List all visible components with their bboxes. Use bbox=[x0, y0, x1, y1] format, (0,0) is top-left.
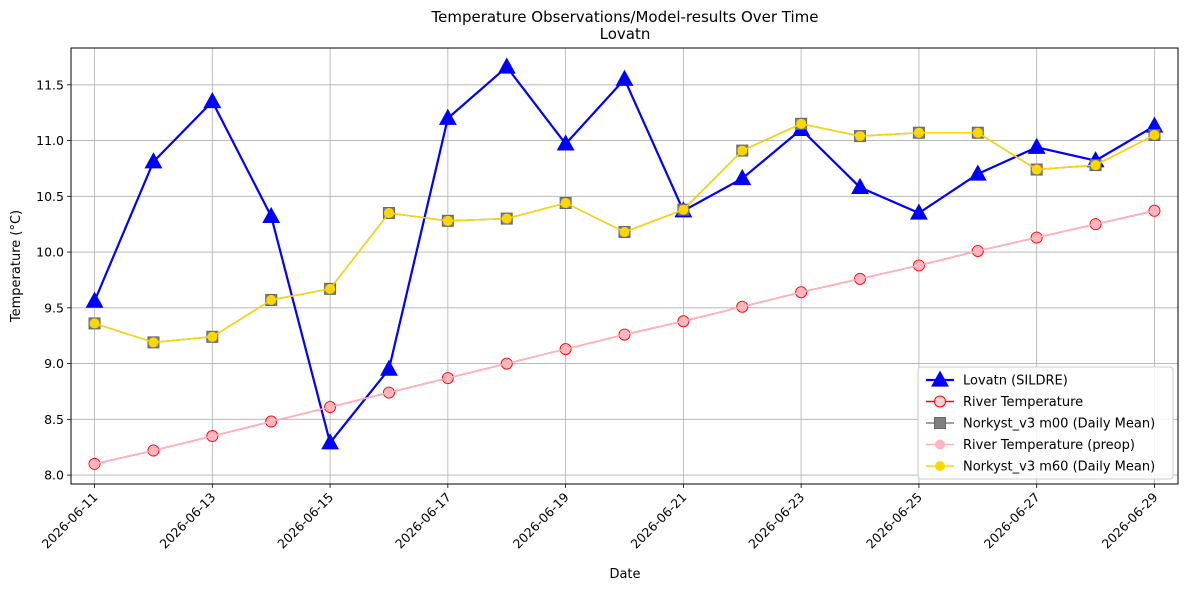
circle-marker bbox=[325, 283, 336, 294]
circle-marker bbox=[1031, 164, 1042, 175]
circle-marker bbox=[266, 295, 277, 306]
legend-entry: River Temperature (preop) bbox=[926, 438, 1135, 453]
triangle-marker bbox=[556, 134, 575, 151]
series-layer bbox=[85, 57, 1164, 470]
legend-entry: River Temperature bbox=[926, 395, 1083, 410]
y-tick-label: 11.5 bbox=[36, 77, 64, 92]
triangle-marker bbox=[497, 57, 516, 74]
legend-label: River Temperature (preop) bbox=[963, 438, 1135, 453]
circle-marker bbox=[678, 204, 689, 215]
triangle-marker bbox=[1027, 137, 1046, 154]
chart-title: Temperature Observations/Model-results O… bbox=[430, 8, 818, 26]
circle-marker bbox=[1090, 160, 1101, 171]
y-tick-label: 10.5 bbox=[36, 189, 64, 204]
circle-marker bbox=[1090, 219, 1101, 230]
circle-marker bbox=[560, 344, 571, 355]
circle-marker bbox=[934, 395, 946, 408]
circle-marker bbox=[1031, 232, 1042, 243]
legend-label: Lovatn (SILDRE) bbox=[963, 374, 1068, 389]
circle-marker bbox=[913, 127, 924, 138]
y-axis-label: Temperature (°C) bbox=[9, 210, 24, 323]
triangle-marker bbox=[85, 291, 104, 308]
circle-marker bbox=[796, 287, 807, 298]
circle-marker bbox=[207, 331, 218, 342]
circle-marker bbox=[383, 387, 394, 398]
circle-marker bbox=[855, 131, 866, 142]
circle-marker bbox=[678, 316, 689, 327]
legend-label: River Temperature bbox=[963, 395, 1083, 410]
y-tick-label: 9.0 bbox=[44, 356, 64, 371]
triangle-marker bbox=[262, 206, 281, 223]
circle-marker bbox=[1149, 129, 1160, 140]
circle-marker bbox=[383, 208, 394, 219]
triangle-marker bbox=[851, 177, 869, 195]
square-marker bbox=[934, 417, 946, 429]
triangle-marker bbox=[203, 91, 222, 109]
circle-marker bbox=[737, 301, 748, 312]
triangle-marker bbox=[144, 152, 163, 169]
y-tick-label: 9.5 bbox=[44, 300, 64, 315]
circle-marker bbox=[972, 245, 983, 256]
circle-marker bbox=[737, 145, 748, 156]
circle-marker bbox=[972, 127, 983, 138]
circle-marker bbox=[796, 118, 807, 129]
legend-box bbox=[917, 366, 1174, 480]
series-river-temperature-preop bbox=[89, 205, 1160, 469]
circle-marker bbox=[266, 416, 277, 427]
circle-marker bbox=[148, 337, 159, 348]
series-norkyst-v3-m60-daily-mean bbox=[89, 118, 1160, 348]
triangle-marker bbox=[380, 359, 398, 376]
y-axis-ticks: 8.0 8.5 9.0 9.5 10.0 10.5 11.0 11.5 bbox=[36, 77, 71, 483]
triangle-marker bbox=[733, 168, 752, 186]
y-tick-label: 8.5 bbox=[44, 412, 64, 427]
triangle-marker bbox=[438, 108, 457, 125]
y-tick-label: 10.0 bbox=[36, 245, 64, 260]
series-lovatn-sildre bbox=[85, 57, 1164, 450]
circle-marker bbox=[560, 197, 571, 208]
circle-marker bbox=[207, 431, 218, 442]
circle-marker bbox=[148, 445, 159, 456]
legend-entry: Norkyst_v3 m00 (Daily Mean) bbox=[926, 417, 1155, 432]
legend-label: Norkyst_v3 m60 (Daily Mean) bbox=[963, 460, 1155, 475]
triangle-marker bbox=[931, 370, 949, 387]
legend-entry: Lovatn (SILDRE) bbox=[926, 370, 1068, 389]
circle-marker bbox=[501, 358, 512, 369]
y-tick-label: 8.0 bbox=[44, 468, 64, 483]
legend-entry: Norkyst_v3 m60 (Daily Mean) bbox=[926, 460, 1155, 475]
circle-marker bbox=[935, 461, 945, 471]
circle-marker bbox=[325, 402, 336, 413]
chart-subtitle: Lovatn bbox=[600, 25, 651, 43]
triangle-marker bbox=[968, 164, 987, 181]
circle-marker bbox=[913, 260, 924, 271]
plot-area-frame bbox=[70, 47, 1179, 485]
y-tick-label: 11.0 bbox=[36, 133, 64, 148]
circle-marker bbox=[855, 273, 866, 284]
triangle-marker bbox=[321, 433, 340, 450]
circle-marker bbox=[619, 226, 630, 237]
x-axis-label: Date bbox=[609, 567, 640, 582]
circle-marker bbox=[619, 329, 630, 340]
legend: Lovatn (SILDRE) River Temperature Norkyst_… bbox=[917, 366, 1174, 480]
circle-marker bbox=[442, 215, 453, 226]
circle-marker bbox=[442, 373, 453, 384]
circle-marker bbox=[89, 318, 100, 329]
circle-marker bbox=[501, 213, 512, 224]
circle-marker bbox=[89, 458, 100, 469]
legend-label: Norkyst_v3 m00 (Daily Mean) bbox=[963, 417, 1155, 432]
circle-marker bbox=[935, 439, 945, 450]
circle-marker bbox=[1149, 205, 1160, 216]
triangle-marker bbox=[909, 203, 928, 220]
triangle-marker bbox=[615, 69, 634, 86]
